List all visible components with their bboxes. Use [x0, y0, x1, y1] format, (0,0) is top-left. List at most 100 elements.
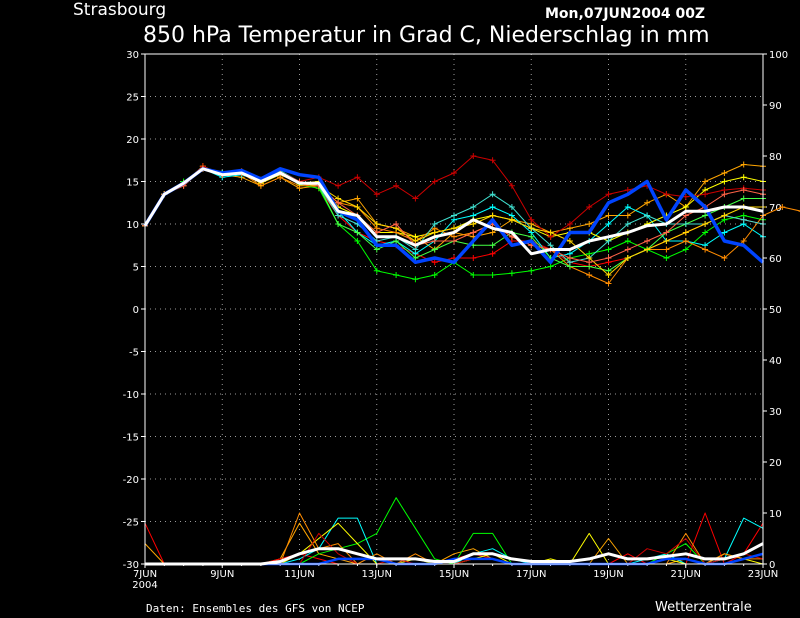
temperature-point-marker	[605, 212, 612, 219]
x-tick-label: 23JUN	[748, 569, 778, 580]
temperature-point-marker	[489, 242, 496, 249]
y-left-tick-label: -5	[129, 348, 139, 359]
temperature-series-line	[143, 167, 765, 265]
temperature-point-marker	[586, 221, 593, 227]
y-left-tick-label: 30	[126, 50, 139, 61]
temperature-point-marker	[663, 229, 670, 236]
temperature-point-marker	[605, 272, 612, 278]
chart-title: 850 hPa Temperatur in Grad C, Niederschl…	[143, 23, 710, 48]
temperature-point-marker	[702, 246, 709, 253]
temperature-point-marker	[431, 178, 438, 185]
temperature-point-marker	[451, 238, 457, 244]
temperature-point-marker	[373, 221, 380, 227]
temperature-point-marker	[721, 178, 728, 185]
temperature-point-marker	[586, 259, 593, 266]
y-right-tick-label: 100	[769, 50, 788, 61]
data-source: Daten: Ensembles des GFS von NCEP	[146, 602, 365, 615]
temperature-point-marker	[682, 221, 689, 227]
y-right-tick-label: 10	[769, 509, 782, 520]
temperature-point-marker	[373, 246, 380, 253]
temperature-point-marker	[354, 229, 361, 236]
temperature-point-marker	[566, 238, 573, 244]
temperature-point-marker	[431, 221, 438, 227]
temperature-point-marker	[451, 170, 457, 176]
temperature-point-marker	[335, 182, 342, 189]
temperature-point-marker	[528, 225, 535, 232]
y-right-tick-label: 50	[769, 305, 782, 316]
y-right-tick-label: 80	[769, 152, 782, 163]
temperature-point-marker	[431, 259, 438, 266]
y-left-tick-label: 10	[126, 220, 139, 231]
temperature-point-marker	[702, 212, 709, 219]
temperature-point-marker	[508, 216, 515, 223]
temperature-point-marker	[431, 238, 438, 244]
temperature-point-marker	[605, 238, 612, 244]
temperature-point-marker	[489, 191, 496, 198]
y-left-tick-label: -20	[123, 475, 139, 486]
x-tick-label: 21JUN	[671, 569, 701, 580]
temperature-point-marker	[682, 229, 689, 236]
temperature-point-marker	[489, 204, 496, 210]
temperature-point-marker	[702, 229, 709, 236]
temperature-point-marker	[470, 229, 477, 236]
temperature-point-marker	[682, 212, 689, 219]
temperature-point-marker	[470, 221, 477, 227]
temperature-point-marker	[624, 255, 631, 261]
x-tick-label: 15JUN	[439, 569, 469, 580]
y-left-tick-label: 20	[126, 135, 139, 146]
y-axis-left: -30 -25 -20 -15 -10 -5 0 5 10 15 20 25 30	[123, 50, 145, 571]
temperature-point-marker	[740, 238, 747, 244]
temperature-point-marker	[586, 204, 593, 210]
y-left-tick-label: 25	[126, 93, 139, 104]
y-left-tick-label: 5	[133, 263, 139, 274]
y-right-tick-label: 90	[769, 101, 782, 112]
temperature-point-marker	[393, 182, 400, 189]
x-tick-label: 17JUN	[516, 569, 546, 580]
temperature-point-marker	[431, 229, 438, 236]
y-left-tick-label: 0	[133, 305, 139, 316]
temperature-point-marker	[605, 255, 612, 261]
x-tick-year-label: 2004	[132, 580, 157, 591]
temperature-series-line	[143, 167, 764, 256]
temperature-point-marker	[566, 221, 573, 227]
x-tick-label: 19JUN	[593, 569, 623, 580]
temperature-point-marker	[489, 272, 496, 278]
temperature-point-marker	[354, 204, 361, 210]
temperature-point-marker	[354, 195, 361, 202]
temperature-point-marker	[721, 255, 728, 261]
temperature-point-marker	[470, 204, 477, 210]
temperature-point-marker	[624, 204, 631, 210]
y-right-tick-label: 20	[769, 458, 782, 469]
temperature-point-marker	[721, 170, 728, 176]
temperature-point-marker	[335, 212, 342, 219]
temperature-point-marker	[547, 229, 554, 236]
temperature-point-marker	[508, 204, 515, 210]
site-credit: Wetterzentrale	[655, 600, 752, 615]
y-right-tick-label: 70	[769, 203, 782, 214]
temperature-point-marker	[624, 187, 631, 193]
temperature-point-marker	[528, 267, 535, 274]
temperature-lines	[142, 153, 800, 287]
temperature-point-marker	[354, 174, 361, 181]
temperature-point-marker	[470, 272, 477, 278]
temperature-point-marker	[740, 161, 747, 168]
temperature-point-marker	[431, 272, 438, 278]
temperature-point-marker	[682, 193, 689, 200]
temperature-point-marker	[393, 221, 400, 227]
temperature-point-marker	[470, 255, 477, 261]
y-right-tick-label: 0	[769, 560, 775, 571]
y-right-tick-label: 60	[769, 254, 782, 265]
temperature-point-marker	[335, 221, 342, 227]
temperature-point-marker	[451, 212, 457, 219]
temperature-point-marker	[508, 270, 515, 277]
temperature-point-marker	[740, 216, 747, 223]
temperature-point-marker	[740, 195, 747, 202]
temperature-point-marker	[605, 280, 612, 287]
temperature-point-marker	[547, 263, 554, 270]
temperature-point-marker	[721, 191, 728, 198]
temperature-point-marker	[489, 157, 496, 164]
temperature-point-marker	[624, 238, 631, 244]
temperature-point-marker	[528, 216, 535, 223]
station-name: Strasbourg	[73, 0, 166, 20]
temperature-point-marker	[702, 221, 709, 227]
